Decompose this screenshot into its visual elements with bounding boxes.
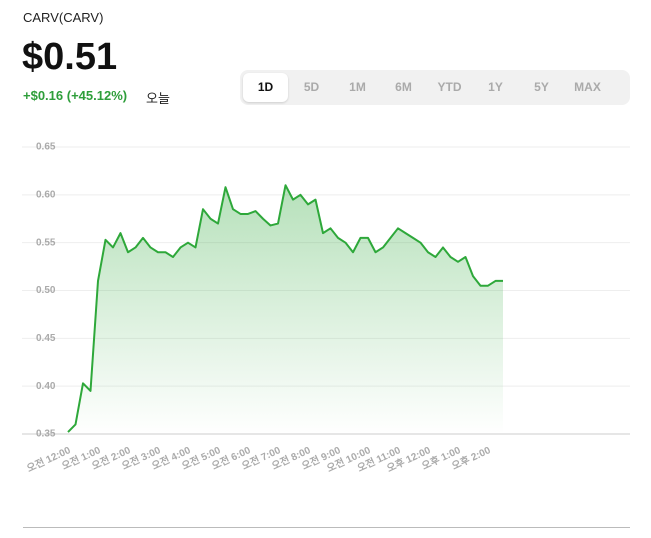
range-selector: 1D 5D 1M 6M YTD 1Y 5Y MAX bbox=[240, 70, 630, 105]
range-button[interactable]: 1M bbox=[349, 80, 366, 94]
range-button[interactable]: 1Y bbox=[488, 80, 503, 94]
y-tick-label: 0.45 bbox=[36, 333, 56, 344]
range-button[interactable]: MAX bbox=[574, 80, 601, 94]
separator bbox=[23, 527, 630, 528]
y-tick-label: 0.50 bbox=[36, 285, 56, 296]
range-button[interactable]: 5D bbox=[303, 80, 320, 94]
y-tick-label: 0.40 bbox=[36, 381, 56, 392]
y-tick-label: 0.65 bbox=[36, 142, 56, 153]
price-line bbox=[67, 184, 503, 433]
asset-name: CARV(CARV) bbox=[23, 10, 104, 25]
price: $0.51 bbox=[22, 36, 118, 78]
price-change: +$0.16 (+45.12%) bbox=[23, 88, 128, 103]
y-tick-label: 0.60 bbox=[36, 189, 56, 200]
range-button[interactable]: 6M bbox=[395, 80, 412, 94]
period: 오늘 bbox=[146, 91, 170, 106]
y-tick-label: 0.55 bbox=[36, 237, 56, 248]
range-button[interactable]: 1D bbox=[243, 73, 288, 102]
range-button[interactable]: YTD bbox=[437, 80, 462, 94]
y-tick-label: 0.35 bbox=[36, 429, 56, 440]
range-button[interactable]: 5Y bbox=[534, 80, 549, 94]
area bbox=[68, 185, 503, 434]
